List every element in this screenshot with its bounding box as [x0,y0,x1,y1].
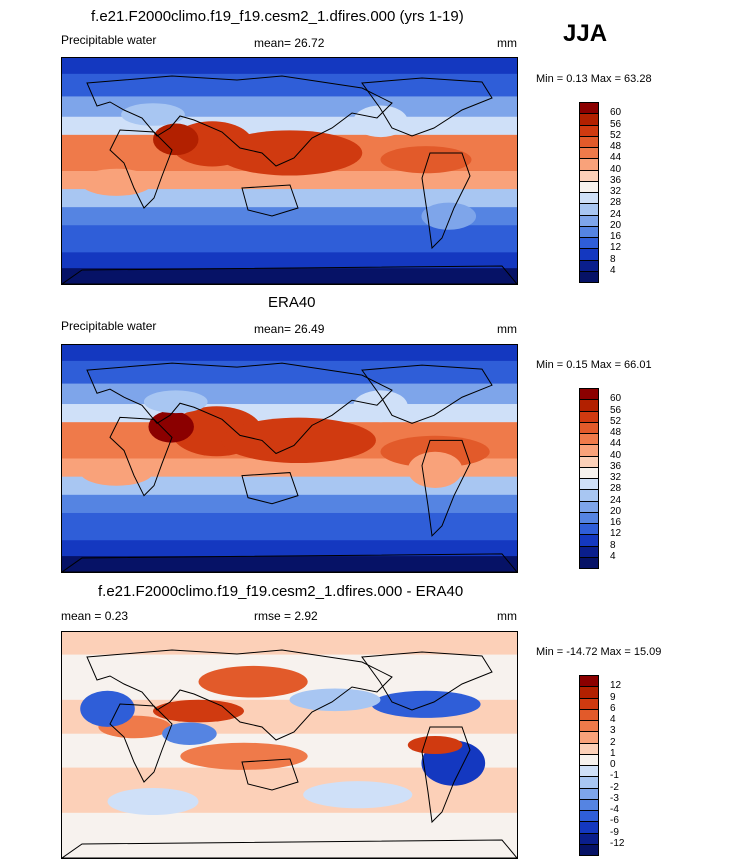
panel2-units-label: mm [497,322,517,336]
contour-field [60,58,519,285]
colorbar-tick-label: 12 [610,528,622,540]
colorbar-swatch [579,843,599,856]
panel1-variable-label: Precipitable water [61,33,157,47]
colorbar-swatch [579,270,599,283]
colorbar-tick-label: 52 [610,129,622,141]
colorbar-swatch [579,556,599,569]
colorbar-tick-label: 28 [610,483,622,495]
colorbar-tick-label: 20 [610,505,622,517]
colorbar-tick-label: 24 [610,208,622,220]
colorbar-tick-label: 60 [610,107,622,119]
panel3-title: f.e21.F2000climo.f19_f19.cesm2_1.dfires.… [98,583,464,600]
colorbar-tick-label: -2 [610,781,619,793]
colorbar-tick-label: 32 [610,472,622,483]
panel3-min-max: Min = -14.72 Max = 15.09 [536,646,662,658]
colorbar-tick-label: 6 [610,702,616,714]
colorbar-tick-label: -4 [610,804,619,815]
panel3-mean-label: mean = 0.23 [61,609,129,623]
panel1-map [60,57,519,285]
contour-field [60,345,519,574]
colorbar-tick-label: -9 [610,826,619,838]
colorbar-tick-label: 28 [610,197,622,209]
colorbar-tick-label: 2 [610,736,616,748]
colorbar-tick-label: 8 [610,539,616,551]
colorbar-tick-label: 48 [610,141,622,152]
panel2-min-max: Min = 0.15 Max = 66.01 [536,359,652,371]
colorbar-tick-label: 4 [610,264,616,276]
colorbar-tick-label: 1 [610,747,616,759]
panel3-colorbar: 12 9 6 4 3 2 1 0 -1 -2 -3 -4 -6 -9 -12 [579,675,624,856]
colorbar-tick-label: 40 [610,449,622,461]
panel2-title: ERA40 [268,294,316,311]
colorbar-tick-label: 52 [610,415,622,427]
colorbar-tick-label: 8 [610,253,616,265]
colorbar-tick-label: 16 [610,517,622,528]
colorbar-tick-label: 20 [610,219,622,231]
colorbar-tick-label: -12 [610,837,625,849]
panel2-colorbar: 60 56 52 48 44 40 36 32 28 24 20 16 12 8 4 [579,388,621,569]
colorbar-tick-label: 48 [610,427,622,438]
colorbar-tick-label: 24 [610,494,622,506]
colorbar-tick-label: 9 [610,691,616,703]
colorbar-tick-label: 4 [610,714,616,725]
panel3-map [60,631,519,859]
panel2-mean-label: mean= 26.49 [254,322,325,336]
colorbar-tick-label: 36 [610,174,622,186]
panel3-rmse-label: rmse = 2.92 [254,609,318,623]
colorbar-tick-label: -3 [610,792,619,804]
panel1-min-max: Min = 0.13 Max = 63.28 [536,73,652,85]
panel2-variable-label: Precipitable water [61,319,157,333]
colorbar-tick-label: 12 [610,680,622,692]
colorbar-tick-label: 0 [610,759,616,770]
panel1-mean-label: mean= 26.72 [254,36,325,50]
colorbar-tick-label: 36 [610,460,622,472]
colorbar-tick-label: 44 [610,438,622,450]
colorbar-tick-label: -1 [610,770,619,782]
colorbar-tick-label: 16 [610,231,622,242]
panel1-units-label: mm [497,36,517,50]
colorbar-tick-label: 56 [610,118,622,130]
season-label: JJA [563,20,608,47]
colorbar-tick-label: 4 [610,550,616,562]
panel1-colorbar: 60 56 52 48 44 40 36 32 28 24 20 16 12 8 4 [579,102,621,283]
panel3-units-label: mm [497,609,517,623]
colorbar-tick-label: 3 [610,725,616,737]
colorbar-tick-label: -6 [610,815,619,827]
colorbar-tick-label: 60 [610,393,622,405]
colorbar-tick-label: 32 [610,186,622,197]
panel2-map [60,344,519,574]
colorbar-tick-label: 40 [610,163,622,175]
panel1-title: f.e21.F2000climo.f19_f19.cesm2_1.dfires.… [91,8,464,25]
colorbar-tick-label: 56 [610,404,622,416]
colorbar-tick-label: 12 [610,242,622,254]
contour-field [60,632,519,859]
colorbar-tick-label: 44 [610,152,622,164]
